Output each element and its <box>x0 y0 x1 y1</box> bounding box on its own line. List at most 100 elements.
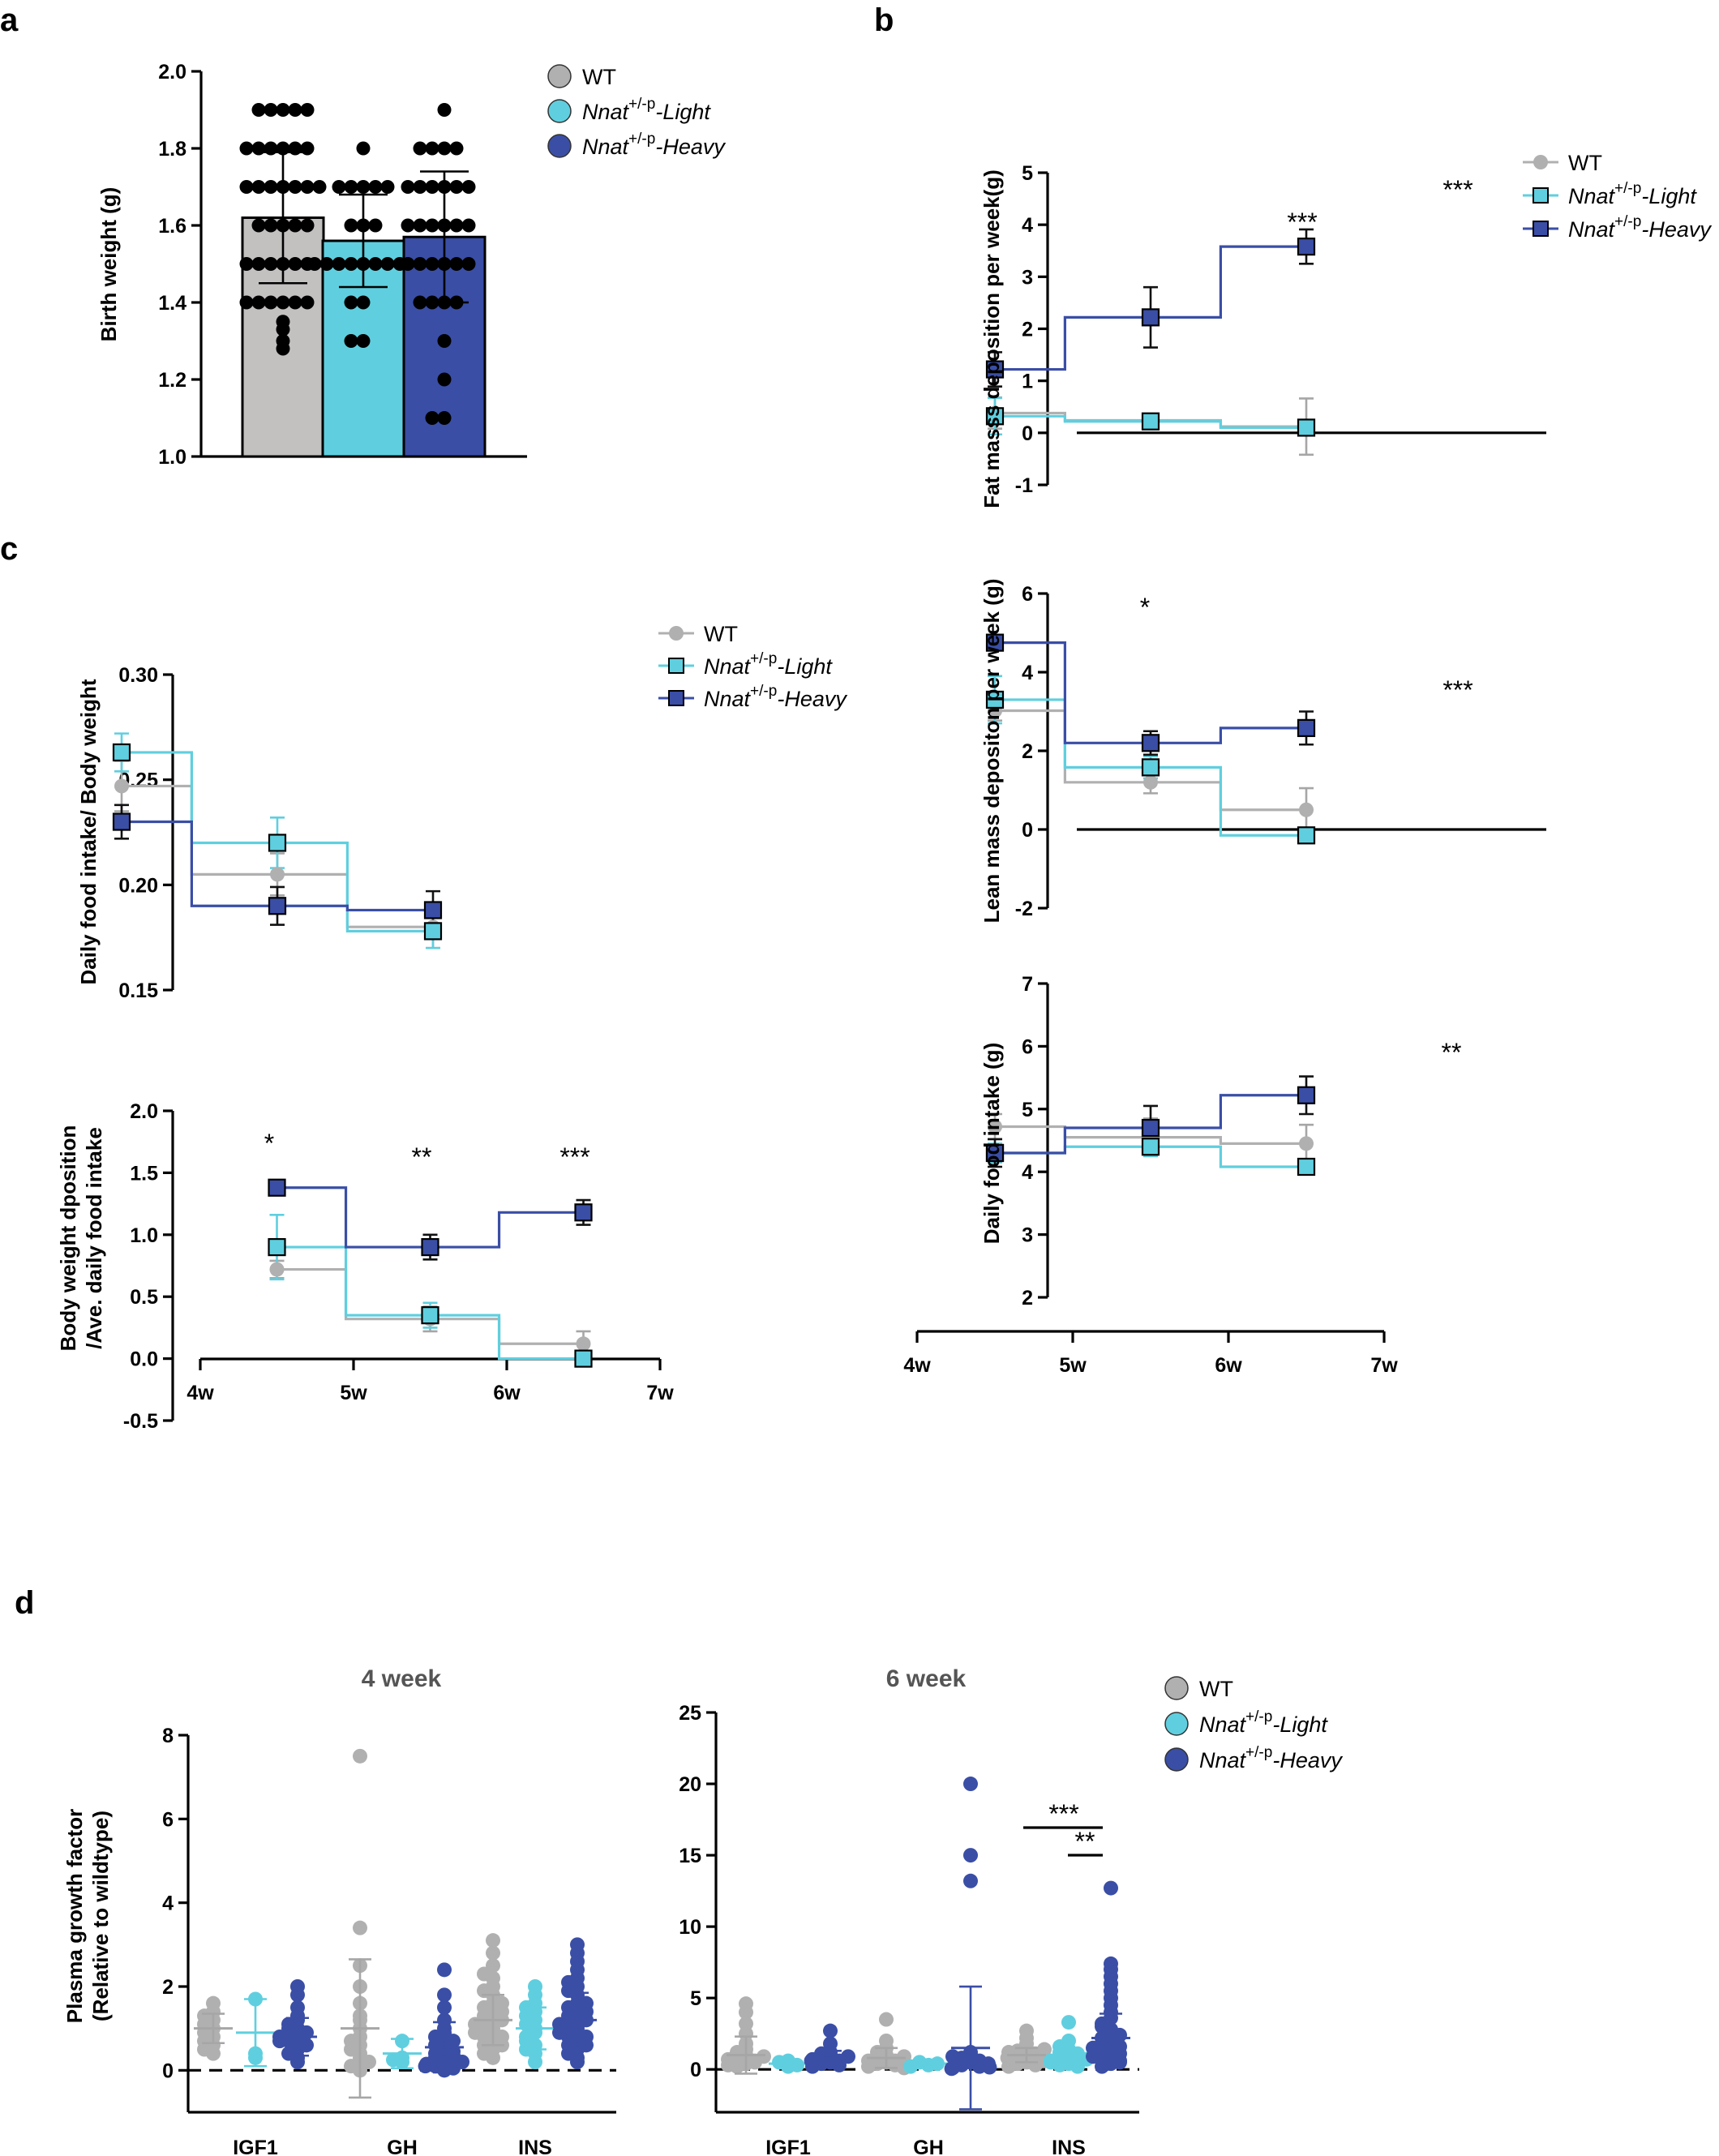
data-point-light <box>1141 1138 1160 1156</box>
y-tick-label: 4 <box>1022 1161 1033 1184</box>
y-tick-label: 7 <box>1022 973 1033 996</box>
x-tick-label: 6w <box>1215 1354 1242 1377</box>
data-point <box>380 180 395 194</box>
y-tick-label: -2 <box>1015 898 1033 920</box>
data-point-series-2 <box>290 1979 305 1994</box>
data-point-wt <box>576 1336 591 1352</box>
data-point <box>300 180 315 194</box>
data-point <box>239 257 254 271</box>
data-point-series-2 <box>428 2038 443 2053</box>
data-point <box>413 218 427 233</box>
data-point <box>264 295 278 310</box>
data-point-series-2 <box>561 1974 576 1990</box>
series-line-0 <box>995 1125 1306 1145</box>
data-point <box>251 295 266 310</box>
y-axis-label: Daily food intake (g) <box>980 1043 1004 1244</box>
legend-label-wt: WT <box>582 65 616 89</box>
data-point-series-0 <box>495 1995 509 2011</box>
data-point-wt <box>988 1119 1002 1134</box>
data-point-series-1 <box>386 2052 401 2068</box>
legend-gene: Nnat <box>582 100 630 124</box>
legend-label-heavy: Nnat+/-p-Heavy <box>582 131 726 159</box>
data-point <box>425 411 439 425</box>
data-point <box>288 103 302 117</box>
data-point <box>264 218 278 233</box>
legend-gene: Nnat <box>704 654 752 679</box>
y-axis-label-line: Plasma growth factor <box>62 1809 87 2023</box>
panel-label-b: b <box>874 2 894 38</box>
data-point-heavy <box>574 1203 593 1222</box>
data-point-series-2 <box>290 2055 305 2069</box>
y-axis-label-line: Daily food intake/ Body weight <box>76 679 101 984</box>
data-point <box>239 295 254 310</box>
data-point <box>449 218 464 233</box>
significance-label: ** <box>412 1142 432 1172</box>
legend-label-wt: WT <box>1568 151 1602 175</box>
y-tick-label: 3 <box>1022 266 1033 289</box>
y-tick-label: 2 <box>1022 319 1033 341</box>
data-point-light <box>1297 1157 1316 1177</box>
data-point <box>461 180 476 194</box>
chart-title: 4 week <box>362 1665 442 1692</box>
y-tick-label: 4 <box>1022 214 1033 237</box>
data-point-series-1 <box>1061 2015 1076 2030</box>
data-point-series-2 <box>804 2053 819 2068</box>
legend-label-light: Nnat+/-p-Light <box>1568 180 1697 208</box>
data-point-series-2 <box>1104 1880 1118 1896</box>
y-tick-label: 2 <box>1022 740 1033 763</box>
chart-b1: -1 0 1 2 3 4 5 *** *** Fat masss deposition per w… <box>980 151 1712 508</box>
data-point-wt <box>1299 802 1314 817</box>
data-point-heavy <box>1297 238 1316 256</box>
data-point-light <box>1141 758 1160 777</box>
data-point <box>425 141 439 156</box>
data-point-wt <box>269 1262 285 1277</box>
data-point-series-2 <box>1112 2027 1127 2042</box>
y-tick-label: 0.20 <box>118 874 158 897</box>
panel-label-d: d <box>15 1585 34 1621</box>
y-tick-label: 6 <box>1022 583 1033 606</box>
y-tick-label: 0 <box>690 2059 701 2081</box>
y-tick-label: 1.5 <box>130 1162 158 1185</box>
data-point <box>356 141 371 156</box>
data-point <box>239 141 254 156</box>
y-tick-label: 2.0 <box>130 1100 158 1123</box>
data-point <box>300 103 315 117</box>
y-axis-label-line: (Relative to wildtype) <box>88 1811 113 2021</box>
data-point-heavy <box>1141 308 1160 327</box>
data-point <box>300 218 315 233</box>
y-tick-label: 6 <box>1022 1035 1033 1058</box>
x-tick-label: GH <box>913 2137 944 2156</box>
data-point-series-2 <box>945 2049 960 2064</box>
x-tick-label: IGF1 <box>233 2137 278 2156</box>
data-point-series-0 <box>353 1748 367 1764</box>
y-tick-label: 0 <box>162 2060 174 2082</box>
legend-label-heavy: Nnat+/-p-Heavy <box>1199 1744 1343 1772</box>
data-point <box>413 141 427 156</box>
y-axis-label: Plasma growth factor(Relative to wildtyp… <box>62 1809 113 2023</box>
data-point <box>288 295 302 310</box>
data-point-wt <box>114 778 129 794</box>
data-point-series-2 <box>963 1777 978 1792</box>
legend-marker <box>1533 155 1548 169</box>
y-tick-label: 5 <box>690 1987 701 2010</box>
legend-marker <box>547 99 572 123</box>
data-point <box>264 103 278 117</box>
y-tick-label: 25 <box>679 1702 701 1725</box>
legend-label-light: Nnat+/-p-Light <box>1199 1708 1328 1737</box>
legend-marker <box>668 658 684 674</box>
y-tick-label: 1 <box>1022 371 1033 393</box>
data-point-light <box>1297 826 1316 845</box>
legend-suffix: -Heavy <box>655 135 726 159</box>
data-point-series-2 <box>944 2061 959 2077</box>
data-point-series-0 <box>362 2055 376 2069</box>
data-point <box>251 218 266 233</box>
y-tick-label: 0 <box>1022 819 1033 842</box>
series-line-2 <box>995 641 1306 744</box>
data-point-wt <box>270 867 285 882</box>
data-point-series-0 <box>1037 2042 1052 2057</box>
data-point-light <box>1297 418 1316 437</box>
data-point <box>264 180 278 194</box>
data-point-series-2 <box>579 1995 594 2011</box>
